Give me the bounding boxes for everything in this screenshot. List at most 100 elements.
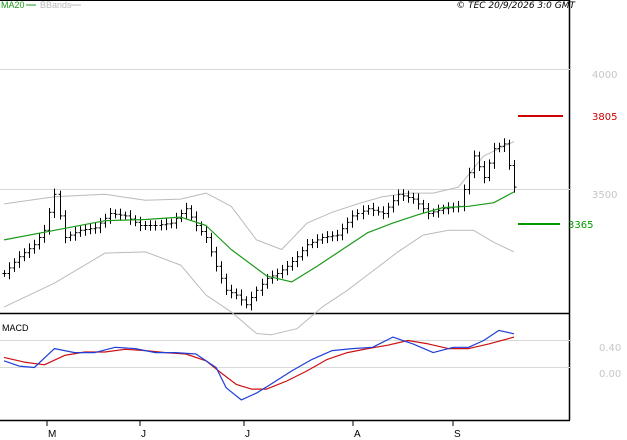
ohlc-bar: [83, 224, 88, 236]
macd-panel: [3, 329, 515, 401]
ohlc-bar: [477, 151, 482, 171]
ohlc-bar: [42, 224, 47, 243]
ohlc-bar: [345, 217, 350, 234]
ohlc-bar: [350, 210, 355, 228]
ohlc-bar: [305, 239, 310, 257]
ohlc-bar: [249, 291, 254, 311]
ohlc-bar: [148, 220, 153, 231]
ohlc-bar: [133, 215, 138, 227]
ohlc-bar: [335, 229, 340, 242]
ohlc-bar: [320, 233, 325, 244]
ohlc-bar: [401, 189, 406, 201]
ohlc-bar: [411, 192, 416, 204]
ohlc-bar: [285, 261, 290, 276]
ohlc-bar: [159, 219, 164, 231]
ohlc-bar: [63, 210, 68, 244]
month-axis: M J J A S: [46, 420, 461, 440]
ohlc-bar: [502, 138, 507, 152]
ohlc-bar: [497, 142, 502, 153]
ohlc-bar: [290, 257, 295, 271]
ohlc-bar: [300, 246, 305, 261]
ohlc-bar: [376, 206, 381, 216]
ohlc-bar: [310, 238, 315, 249]
ohlc-bar: [123, 211, 128, 220]
month-label-j1: J: [141, 429, 146, 440]
ohlc-bar: [2, 270, 7, 277]
ohlc-bar: [325, 231, 330, 244]
ohlc-bar: [361, 205, 366, 220]
ohlc-bar: [239, 289, 244, 306]
ohlc-bar: [194, 211, 199, 232]
ohlc-bar: [52, 188, 57, 218]
price-panel: [2, 138, 517, 336]
ohlc-bar: [340, 223, 345, 241]
ohlc-bar: [179, 209, 184, 223]
ohlc-bar: [93, 222, 98, 234]
ohlc-bar: [204, 226, 209, 243]
ohlc-bar: [441, 204, 446, 215]
ohlc-bar: [7, 262, 12, 280]
legend-bbands-label: BBands: [40, 0, 72, 10]
ohlc-bar: [416, 193, 421, 210]
ohlc-bar: [436, 204, 441, 218]
ohlc-bar: [32, 239, 37, 254]
macd-tick-000: 0.00: [599, 369, 621, 380]
ohlc-bar: [47, 208, 52, 235]
ohlc-bar: [184, 202, 189, 220]
ohlc-bar: [22, 248, 27, 262]
bbands-lower-line: [3, 229, 515, 336]
ohlc-bar: [68, 231, 73, 242]
ohlc-bar: [138, 216, 143, 232]
legend-ma20-label: MA20: [1, 0, 25, 10]
ohlc-bar: [396, 189, 401, 206]
ohlc-bar: [371, 202, 376, 217]
ohlc-bar: [254, 286, 259, 302]
ohlc-bar: [58, 190, 63, 220]
ohlc-bar: [27, 243, 32, 258]
copyright-text: © TEC 20/9/2026 3:0 GMT: [456, 1, 576, 11]
ohlc-bar: [355, 209, 360, 221]
ohlc-bar: [386, 202, 391, 218]
price-tick-4000: 4000: [592, 70, 617, 81]
ma20-line: [3, 191, 515, 283]
ohlc-bar: [391, 195, 396, 213]
ohlc-bar: [209, 232, 214, 257]
ohlc-bar: [260, 278, 265, 296]
ohlc-bar: [118, 208, 123, 221]
macd-signal-line: [3, 336, 515, 390]
ohlc-bar: [280, 264, 285, 279]
ohlc-bar: [113, 209, 118, 219]
month-label-m: M: [48, 429, 56, 440]
ohlc-bar: [482, 161, 487, 184]
ohlc-bar: [487, 159, 492, 182]
ohlc-bar: [37, 232, 42, 250]
ohlc-bar: [366, 205, 371, 215]
ohlc-bar: [164, 218, 169, 231]
ohlc-bar: [88, 223, 93, 235]
ohlc-bar: [219, 261, 224, 284]
ohlc-bar: [406, 190, 411, 203]
ohlc-bar: [12, 258, 17, 272]
macd-line: [3, 329, 515, 401]
ohlc-bar: [174, 212, 179, 229]
macd-tick-040: 0.40: [599, 343, 621, 354]
ohlc-bar: [128, 210, 133, 225]
ohlc-bar: [17, 251, 22, 268]
ohlc-bar: [330, 231, 335, 242]
ohlc-bar: [108, 208, 113, 224]
ohlc-bar: [492, 142, 497, 169]
ohlc-bar: [472, 150, 477, 179]
price-tick-3500: 3500: [592, 190, 617, 201]
ohlc-bar: [153, 220, 158, 231]
ohlc-bar: [78, 226, 83, 237]
ohlc-bar: [426, 203, 431, 220]
bbands-upper-line: [3, 141, 515, 250]
ohlc-bar: [446, 202, 451, 215]
ohlc-bar: [224, 273, 229, 295]
ohlc-bar: [143, 221, 148, 230]
ohlc-bar: [169, 218, 174, 229]
macd-title: MACD: [2, 323, 29, 333]
ohlc-bar: [462, 184, 467, 212]
